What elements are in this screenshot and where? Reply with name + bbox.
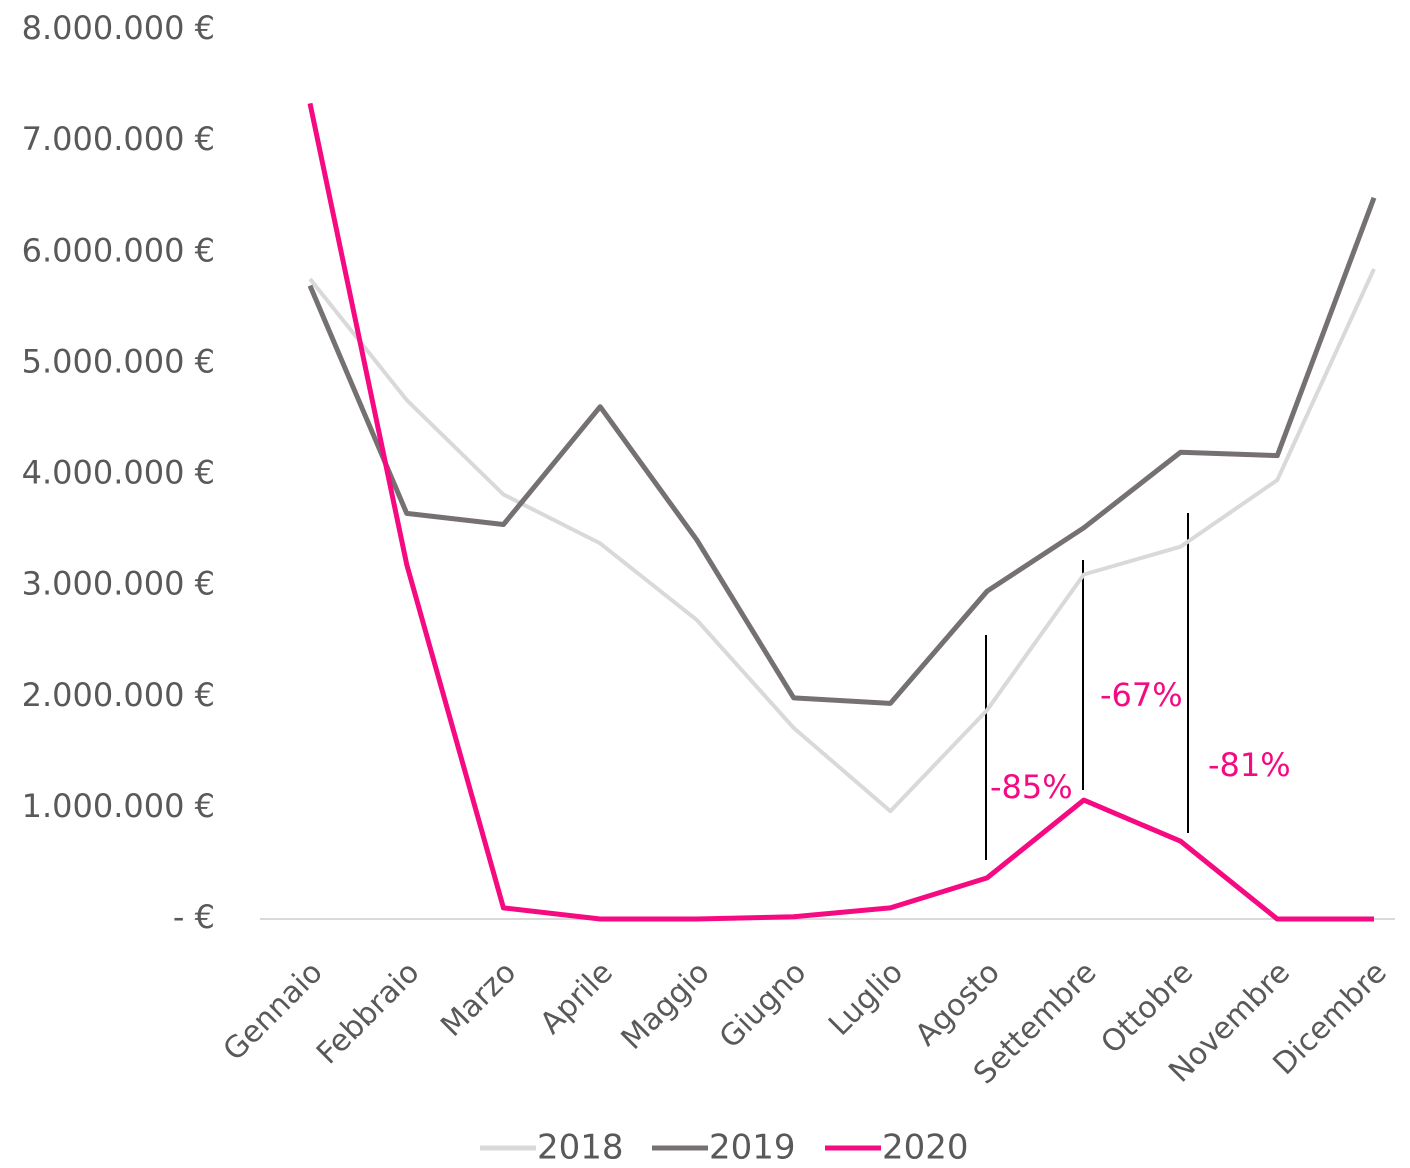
x-tick-label: Maggio	[615, 955, 717, 1057]
annotation: -81%	[1208, 746, 1291, 784]
x-tick-label: Febbraio	[310, 955, 426, 1071]
series-line	[307, 196, 1377, 706]
y-tick-label: 4.000.000 €	[22, 454, 215, 492]
y-tick-label: 8.000.000 €	[22, 9, 215, 47]
x-tick-label: Luglio	[822, 955, 910, 1043]
legend-item: 2018	[480, 1128, 624, 1168]
y-tick-label: 7.000.000 €	[22, 120, 215, 158]
y-tick-label: 3.000.000 €	[22, 565, 215, 603]
y-tick-label: 1.000.000 €	[22, 787, 215, 825]
x-tick-label: Giugno	[713, 955, 813, 1055]
y-tick-label: 6.000.000 €	[22, 231, 215, 269]
legend-label: 2018	[537, 1128, 624, 1168]
y-tick-label: 2.000.000 €	[22, 676, 215, 714]
legend-item: 2020	[825, 1128, 969, 1168]
annotation: -85%	[990, 768, 1073, 806]
x-tick-label: Aprile	[534, 955, 620, 1041]
y-tick-label: 5.000.000 €	[22, 342, 215, 380]
x-tick-label: Agosto	[909, 955, 1007, 1053]
x-tick-label: Gennaio	[217, 955, 330, 1068]
series-line	[307, 102, 1374, 922]
legend-label: 2019	[709, 1128, 796, 1168]
annotation: -67%	[1100, 676, 1183, 714]
legend-label: 2020	[882, 1128, 969, 1168]
series-line	[308, 268, 1376, 814]
x-tick-label: Marzo	[434, 955, 523, 1044]
y-tick-label: - €	[173, 898, 215, 936]
legend-item: 2019	[652, 1128, 796, 1168]
